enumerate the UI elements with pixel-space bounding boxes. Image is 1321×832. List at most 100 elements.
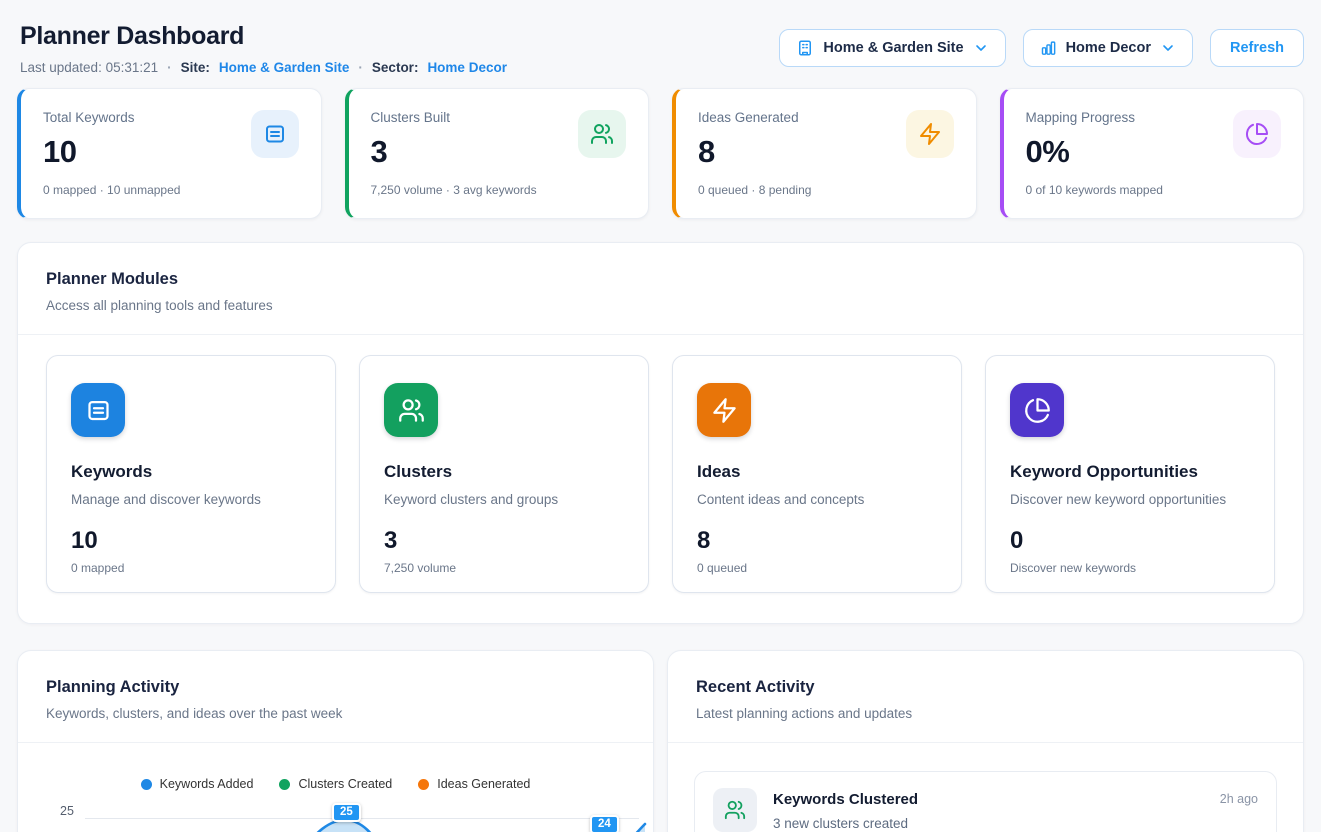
stat-sub: 0 queued · 8 pending <box>698 183 811 197</box>
legend-item-ideas-generated: Ideas Generated <box>418 777 530 791</box>
stat-value: 0% <box>1026 134 1163 170</box>
refresh-button[interactable]: Refresh <box>1210 29 1304 67</box>
planning-activity-card: Planning Activity Keywords, clusters, an… <box>17 650 654 832</box>
legend-item-clusters-created: Clusters Created <box>279 777 392 791</box>
y-axis-tick-25: 25 <box>60 804 74 818</box>
site-link[interactable]: Home & Garden Site <box>219 60 350 75</box>
module-sub: 0 mapped <box>71 561 311 575</box>
users-icon <box>713 788 757 832</box>
zap-icon <box>697 383 751 437</box>
module-description: Keyword clusters and groups <box>384 492 624 507</box>
module-title: Clusters <box>384 462 624 482</box>
pie-chart-icon <box>1010 383 1064 437</box>
module-title: Keywords <box>71 462 311 482</box>
activity-item-keywords-clustered: Keywords Clustered 3 new clusters create… <box>694 771 1277 832</box>
modules-grid: Keywords Manage and discover keywords 10… <box>18 335 1303 623</box>
bar-chart-icon <box>1040 40 1057 57</box>
recent-activity-card: Recent Activity Latest planning actions … <box>667 650 1304 832</box>
panel-subtitle: Keywords, clusters, and ideas over the p… <box>46 706 625 721</box>
sector-selector-label: Home Decor <box>1066 40 1151 56</box>
stat-label: Mapping Progress <box>1026 110 1163 125</box>
stat-value: 3 <box>371 134 537 170</box>
site-label: Site: <box>181 60 210 75</box>
planner-modules-panel: Planner Modules Access all planning tool… <box>17 242 1304 624</box>
chart-legend: Keywords Added Clusters Created Ideas Ge… <box>18 777 653 791</box>
document-icon <box>251 110 299 158</box>
panel-header: Planning Activity Keywords, clusters, an… <box>18 651 653 743</box>
sector-selector-dropdown[interactable]: Home Decor <box>1023 29 1193 67</box>
module-value: 8 <box>697 527 937 555</box>
module-value: 0 <box>1010 527 1250 555</box>
module-sub: 0 queued <box>697 561 937 575</box>
module-value: 3 <box>384 527 624 555</box>
legend-label: Clusters Created <box>298 777 392 791</box>
stat-card-total-keywords: Total Keywords 10 0 mapped · 10 unmapped <box>17 88 322 219</box>
zap-icon <box>906 110 954 158</box>
module-description: Manage and discover keywords <box>71 492 311 507</box>
pie-chart-icon <box>1233 110 1281 158</box>
panel-header: Planner Modules Access all planning tool… <box>18 243 1303 335</box>
legend-dot <box>141 779 152 790</box>
refresh-label: Refresh <box>1230 40 1284 56</box>
activity-list: Keywords Clustered 3 new clusters create… <box>668 743 1303 832</box>
stat-sub: 0 of 10 keywords mapped <box>1026 183 1163 197</box>
stat-sub: 7,250 volume · 3 avg keywords <box>371 183 537 197</box>
stat-label: Ideas Generated <box>698 110 811 125</box>
module-description: Discover new keyword opportunities <box>1010 492 1250 507</box>
last-updated-text: Last updated: 05:31:21 <box>20 60 158 75</box>
module-title: Keyword Opportunities <box>1010 462 1250 482</box>
module-card-keyword-opportunities[interactable]: Keyword Opportunities Discover new keywo… <box>985 355 1275 593</box>
module-value: 10 <box>71 527 311 555</box>
header-actions: Home & Garden Site Home Decor Refresh <box>779 29 1304 67</box>
panel-title: Recent Activity <box>696 678 1275 697</box>
sector-label: Sector: <box>372 60 419 75</box>
panel-title: Planning Activity <box>46 678 625 697</box>
page-title: Planner Dashboard <box>20 22 507 51</box>
stat-label: Clusters Built <box>371 110 537 125</box>
module-sub: 7,250 volume <box>384 561 624 575</box>
panel-subtitle: Latest planning actions and updates <box>696 706 1275 721</box>
site-selector-label: Home & Garden Site <box>823 40 963 56</box>
chevron-down-icon <box>973 40 989 56</box>
module-card-ideas[interactable]: Ideas Content ideas and concepts 8 0 que… <box>672 355 962 593</box>
stat-info: Clusters Built 3 7,250 volume · 3 avg ke… <box>371 110 537 200</box>
stat-info: Ideas Generated 8 0 queued · 8 pending <box>698 110 811 200</box>
sector-link[interactable]: Home Decor <box>427 60 507 75</box>
legend-dot <box>279 779 290 790</box>
meta-separator: · <box>167 60 172 75</box>
meta-separator: · <box>358 60 363 75</box>
module-card-keywords[interactable]: Keywords Manage and discover keywords 10… <box>46 355 336 593</box>
stat-sub: 0 mapped · 10 unmapped <box>43 183 180 197</box>
stat-card-mapping-progress: Mapping Progress 0% 0 of 10 keywords map… <box>1000 88 1305 219</box>
stat-card-clusters-built: Clusters Built 3 7,250 volume · 3 avg ke… <box>345 88 650 219</box>
users-icon <box>384 383 438 437</box>
panel-header: Recent Activity Latest planning actions … <box>668 651 1303 743</box>
breadcrumb-meta: Last updated: 05:31:21 · Site: Home & Ga… <box>20 60 507 75</box>
activity-timestamp: 2h ago <box>1220 788 1258 806</box>
module-description: Content ideas and concepts <box>697 492 937 507</box>
module-card-clusters[interactable]: Clusters Keyword clusters and groups 3 7… <box>359 355 649 593</box>
legend-label: Ideas Generated <box>437 777 530 791</box>
users-icon <box>578 110 626 158</box>
data-point-label: 25 <box>332 803 361 822</box>
page-header: Planner Dashboard Last updated: 05:31:21… <box>17 22 1304 75</box>
chevron-down-icon <box>1160 40 1176 56</box>
site-selector-dropdown[interactable]: Home & Garden Site <box>779 29 1005 67</box>
panel-title: Planner Modules <box>46 270 1275 289</box>
activity-text: Keywords Clustered 3 new clusters create… <box>773 788 1204 831</box>
stat-label: Total Keywords <box>43 110 180 125</box>
data-point-label: 24 <box>590 815 619 832</box>
legend-item-keywords-added: Keywords Added <box>141 777 254 791</box>
activity-title: Keywords Clustered <box>773 791 1204 808</box>
stat-info: Total Keywords 10 0 mapped · 10 unmapped <box>43 110 180 200</box>
header-left: Planner Dashboard Last updated: 05:31:21… <box>17 22 507 75</box>
stat-value: 8 <box>698 134 811 170</box>
document-icon <box>71 383 125 437</box>
legend-dot <box>418 779 429 790</box>
panel-subtitle: Access all planning tools and features <box>46 298 1275 313</box>
stat-info: Mapping Progress 0% 0 of 10 keywords map… <box>1026 110 1163 200</box>
planner-dashboard-page: Planner Dashboard Last updated: 05:31:21… <box>0 0 1321 832</box>
bottom-row: Planning Activity Keywords, clusters, an… <box>17 650 1304 832</box>
area-chart <box>85 797 647 832</box>
building-icon <box>796 39 814 57</box>
